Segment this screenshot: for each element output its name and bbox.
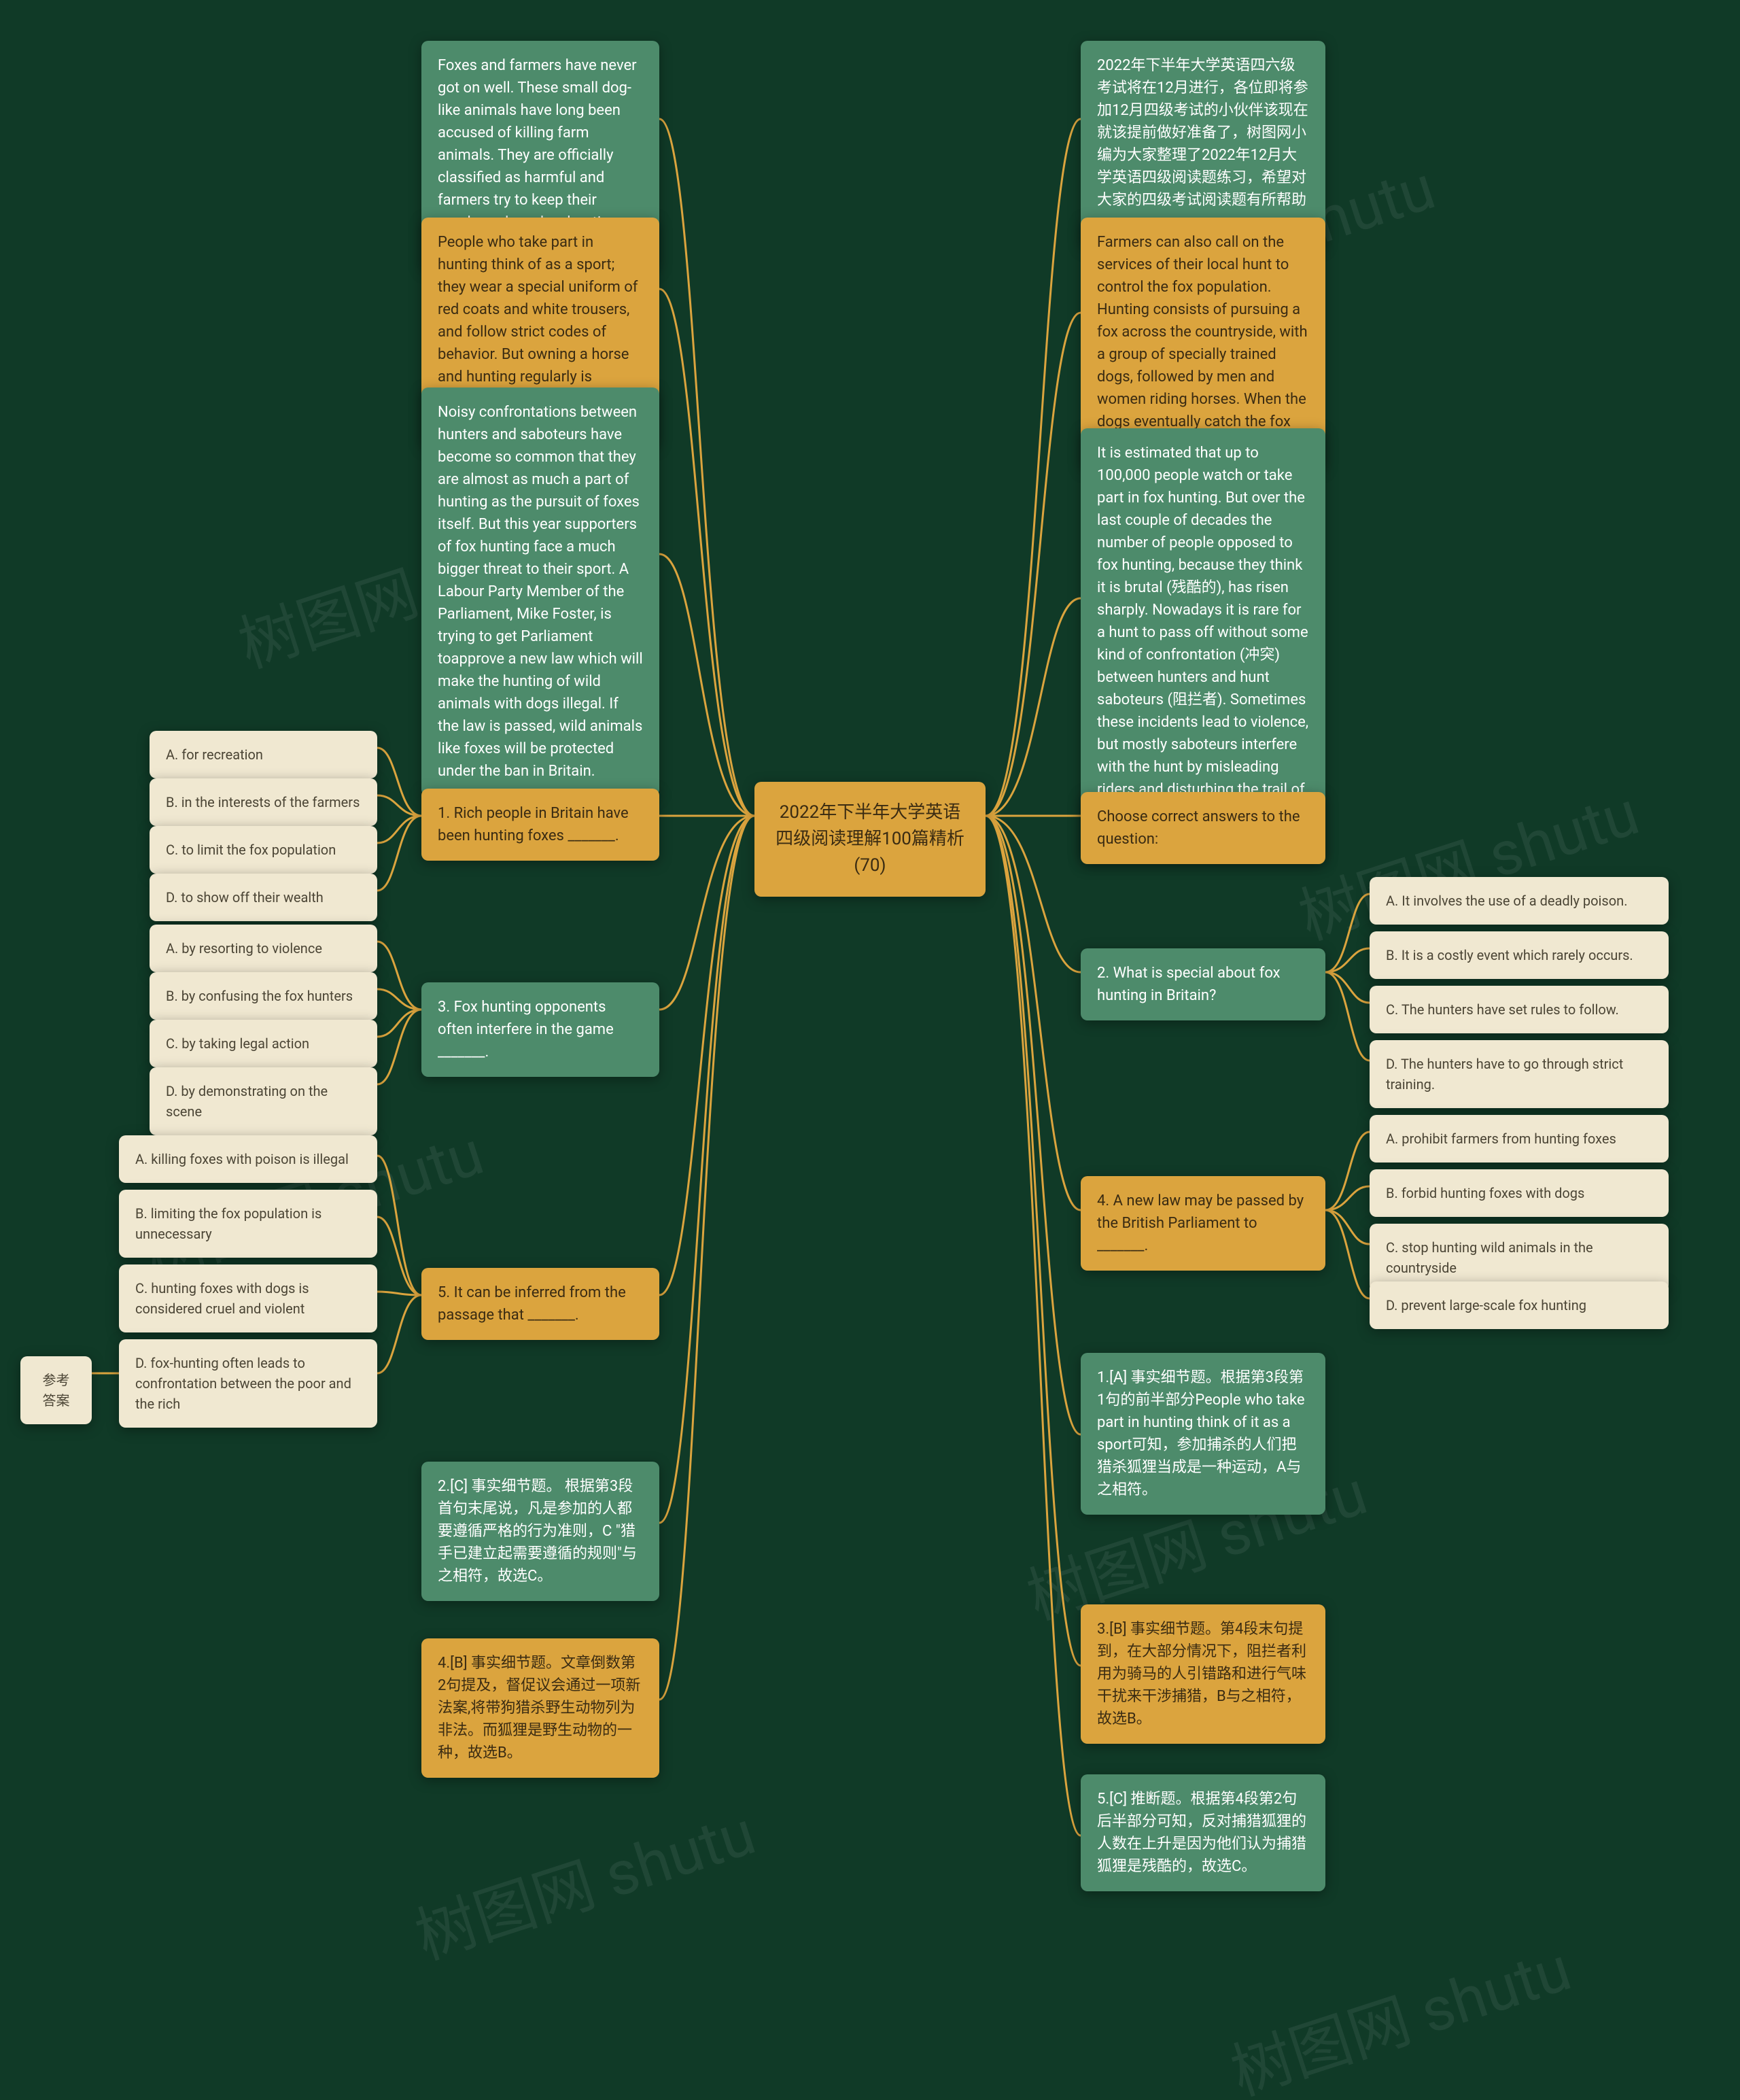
q5-option-c: C. hunting foxes with dogs is considered…	[119, 1264, 377, 1332]
q2-option-d: D. The hunters have to go through strict…	[1370, 1040, 1669, 1108]
q2-stem: 2. What is special about fox hunting in …	[1081, 948, 1325, 1020]
q5-option-a: A. killing foxes with poison is illegal	[119, 1135, 377, 1183]
answer-1: 1.[A] 事实细节题。根据第3段第1句的前半部分People who take…	[1081, 1353, 1325, 1515]
answers-label: 参考答案	[20, 1356, 92, 1424]
right-intro: 2022年下半年大学英语四六级考试将在12月进行，各位即将参加12月四级考试的小…	[1081, 41, 1325, 247]
q1-option-a: A. for recreation	[150, 731, 377, 778]
q4-option-b: B. forbid hunting foxes with dogs	[1370, 1169, 1669, 1217]
answer-3: 3.[B] 事实细节题。第4段末句提到，在大部分情况下，阻拦者利用为骑马的人引错…	[1081, 1604, 1325, 1744]
watermark: 树图网 shutu	[1219, 1919, 1580, 2100]
q3-option-a: A. by resorting to violence	[150, 925, 377, 972]
root-node: 2022年下半年大学英语四级阅读理解100篇精析(70)	[754, 782, 986, 897]
right-choose: Choose correct answers to the question:	[1081, 792, 1325, 864]
q3-option-b: B. by confusing the fox hunters	[150, 972, 377, 1020]
q5-option-b: B. limiting the fox population is unnece…	[119, 1190, 377, 1258]
q2-option-c: C. The hunters have set rules to follow.	[1370, 986, 1669, 1033]
q4-option-a: A. prohibit farmers from hunting foxes	[1370, 1115, 1669, 1163]
mindmap-canvas: 树图网 shutu 树图网 shutu 树图网 shutu 树图网 shutu …	[0, 0, 1740, 2100]
q1-option-c: C. to limit the fox population	[150, 826, 377, 874]
q1-stem: 1. Rich people in Britain have been hunt…	[421, 789, 659, 861]
watermark: 树图网 shutu	[403, 1783, 765, 1976]
left-para-3: Noisy confrontations between hunters and…	[421, 388, 659, 796]
answer-4: 4.[B] 事实细节题。文章倒数第2句提及，督促议会通过一项新法案,将带狗猎杀野…	[421, 1638, 659, 1778]
q2-option-a: A. It involves the use of a deadly poiso…	[1370, 877, 1669, 925]
answer-2: 2.[C] 事实细节题。 根据第3段首句末尾说，凡是参加的人都要遵循严格的行为准…	[421, 1462, 659, 1601]
watermark: 树图网 shutu	[1287, 763, 1648, 956]
answer-5: 5.[C] 推断题。根据第4段第2句后半部分可知，反对捕猎狐狸的人数在上升是因为…	[1081, 1774, 1325, 1891]
q4-stem: 4. A new law may be passed by the Britis…	[1081, 1176, 1325, 1271]
q3-stem: 3. Fox hunting opponents often interfere…	[421, 982, 659, 1077]
q2-option-b: B. It is a costly event which rarely occ…	[1370, 931, 1669, 979]
q3-option-d: D. by demonstrating on the scene	[150, 1067, 377, 1135]
q1-option-d: D. to show off their wealth	[150, 874, 377, 921]
q5-stem: 5. It can be inferred from the passage t…	[421, 1268, 659, 1340]
q1-option-b: B. in the interests of the farmers	[150, 778, 377, 826]
q3-option-c: C. by taking legal action	[150, 1020, 377, 1067]
q4-option-d: D. prevent large-scale fox hunting	[1370, 1281, 1669, 1329]
q5-option-d: D. fox-hunting often leads to confrontat…	[119, 1339, 377, 1428]
